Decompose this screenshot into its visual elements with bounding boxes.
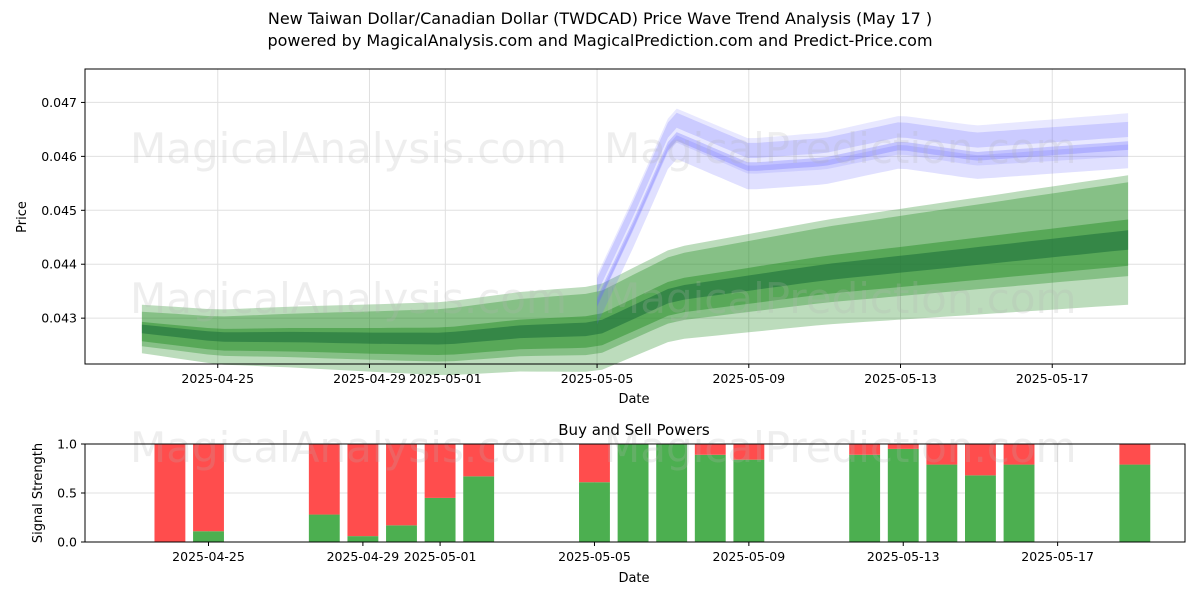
sell-bar — [463, 444, 495, 477]
price-x-tick-label: 2025-05-13 — [864, 371, 937, 386]
price-x-ticks: 2025-04-25 2025-04-29 2025-05-01 2025-05-05… — [181, 364, 1089, 386]
forecast-band-core — [597, 132, 1129, 307]
buy-sell-title: Buy and Sell Powers — [558, 421, 710, 439]
sell-bar — [965, 444, 996, 476]
buy-bar — [926, 464, 958, 542]
sell-bar — [1003, 444, 1035, 465]
price-y-ticks: 0.043 0.044 0.045 0.046 0.047 — [41, 95, 85, 326]
buy-sell-x-tick-label: 2025-05-17 — [1021, 549, 1094, 564]
buy-sell-y-tick-label: 0.5 — [57, 486, 77, 501]
buy-sell-x-tick-label: 2025-05-01 — [404, 549, 477, 564]
sell-bar — [849, 444, 881, 455]
buy-bar — [386, 525, 417, 542]
buy-bar — [849, 454, 881, 542]
buy-sell-x-ticks: 2025-04-25 2025-04-29 2025-05-01 2025-05-05… — [172, 542, 1094, 564]
title-line-2: powered by MagicalAnalysis.com and Magic… — [267, 31, 933, 50]
buy-sell-watermarks: MagicalAnalysis.com MagicalPrediction.co… — [130, 423, 1077, 472]
forecast-band-outer — [597, 108, 1129, 308]
buy-bar — [1003, 464, 1035, 542]
price-x-tick-label: 2025-04-25 — [181, 371, 254, 386]
buy-sell-x-tick-label: 2025-04-25 — [172, 549, 245, 564]
price-y-axis-label: Price — [15, 201, 30, 233]
watermark-prediction-bottom: MagicalPrediction.com — [604, 423, 1077, 472]
price-y-tick-label: 0.043 — [41, 311, 77, 326]
sell-bar — [154, 444, 186, 542]
price-y-tick-label: 0.046 — [41, 149, 77, 164]
price-y-tick-label: 0.044 — [41, 257, 77, 272]
buy-bar — [1119, 464, 1151, 542]
buy-sell-y-axis-label: Signal Strength — [31, 443, 46, 543]
buy-sell-panel: Buy and Sell Powers MagicalAnalysis.com … — [31, 421, 1186, 586]
buy-bar — [463, 476, 495, 542]
sell-bar — [347, 444, 379, 537]
price-watermarks: MagicalAnalysis.com MagicalPrediction.co… — [130, 124, 1077, 323]
buy-sell-y-tick-label: 1.0 — [57, 437, 77, 452]
buy-bar — [694, 454, 726, 542]
price-x-tick-label: 2025-04-29 — [333, 371, 406, 386]
buy-bar — [424, 497, 456, 542]
price-x-axis-label: Date — [618, 392, 649, 407]
price-plot-frame — [84, 68, 1186, 365]
watermark-analysis-top: MagicalAnalysis.com — [130, 124, 567, 173]
buy-bar — [347, 536, 379, 542]
chart-title: New Taiwan Dollar/Canadian Dollar (TWDCA… — [0, 8, 1200, 52]
title-line-1: New Taiwan Dollar/Canadian Dollar (TWDCA… — [267, 9, 933, 28]
price-x-tick-label: 2025-05-01 — [409, 371, 482, 386]
watermark-analysis-bottom: MagicalAnalysis.com — [130, 423, 567, 472]
sell-bar — [887, 444, 919, 449]
buy-sell-bars — [154, 444, 1151, 542]
buy-sell-x-tick-label: 2025-05-05 — [558, 549, 631, 564]
buy-sell-y-ticks: 0.0 0.5 1.0 — [57, 437, 85, 550]
watermark-prediction-top: MagicalPrediction.com — [604, 124, 1077, 173]
price-x-tick-label: 2025-05-09 — [712, 371, 785, 386]
sell-bar — [424, 444, 456, 498]
price-bands — [141, 108, 1129, 375]
buy-sell-x-tick-label: 2025-05-09 — [713, 549, 786, 564]
price-x-tick-label: 2025-05-17 — [1016, 371, 1089, 386]
buy-sell-x-tick-label: 2025-04-29 — [327, 549, 400, 564]
sell-bar — [193, 444, 224, 532]
price-x-tick-label: 2025-05-05 — [561, 371, 634, 386]
sell-bar — [308, 444, 340, 515]
forecast-band-mid — [597, 135, 1129, 325]
buy-sell-x-axis-label: Date — [618, 571, 649, 586]
price-y-tick-label: 0.045 — [41, 203, 77, 218]
buy-bar — [887, 448, 919, 542]
watermark-prediction-mid: MagicalPrediction.com — [604, 274, 1077, 323]
forecast-band-inner — [597, 112, 1129, 294]
price-y-tick-label: 0.047 — [41, 95, 77, 110]
watermark-analysis-mid: MagicalAnalysis.com — [130, 274, 567, 323]
sell-bar — [733, 444, 765, 460]
sell-bar — [926, 444, 958, 465]
buy-bar — [733, 459, 765, 542]
buy-bar — [308, 514, 340, 542]
buy-sell-y-tick-label: 0.0 — [57, 535, 77, 550]
sell-bar — [386, 444, 417, 526]
history-band-core — [141, 230, 1129, 345]
buy-sell-x-tick-label: 2025-05-13 — [867, 549, 940, 564]
history-band-inner — [141, 219, 1129, 355]
sell-bar — [579, 444, 610, 483]
buy-bar — [579, 482, 610, 542]
buy-bar — [617, 444, 649, 542]
price-wave-panel: MagicalAnalysis.com MagicalPrediction.co… — [15, 68, 1186, 407]
sell-bar — [694, 444, 726, 455]
buy-bar — [193, 531, 224, 542]
history-band-mid — [141, 182, 1129, 362]
buy-bar — [965, 475, 996, 542]
price-grid — [85, 69, 1185, 364]
buy-bar — [656, 444, 688, 542]
history-band-outer — [141, 175, 1129, 375]
sell-bar — [1119, 444, 1151, 465]
